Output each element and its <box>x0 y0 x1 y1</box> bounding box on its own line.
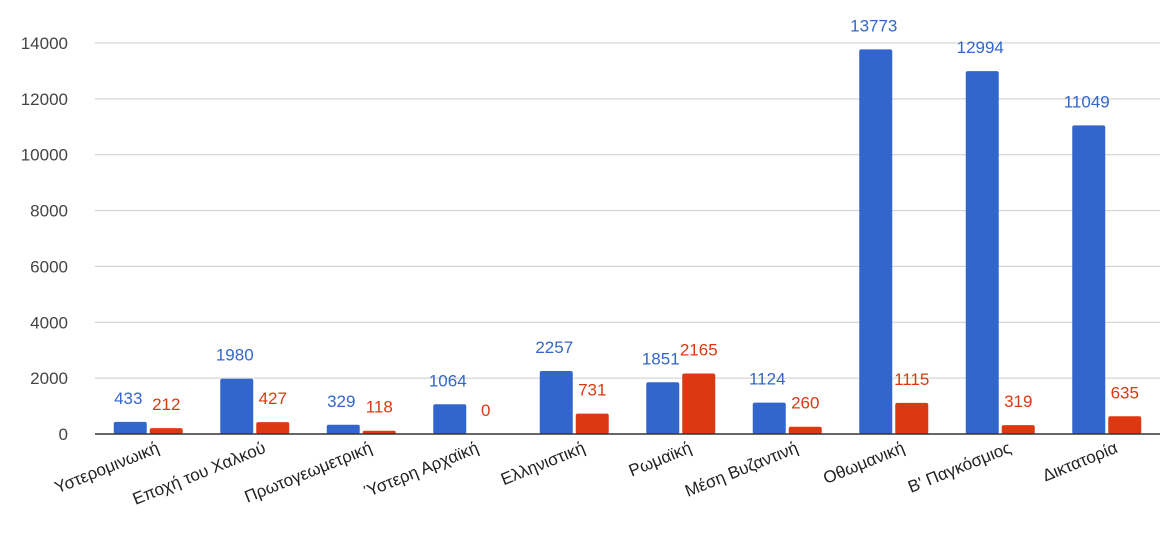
y-tick-label: 0 <box>59 425 68 444</box>
data-label: 0 <box>481 401 490 420</box>
data-label: 427 <box>259 389 287 408</box>
bar-series-1 <box>1072 125 1106 435</box>
category-label: Ελληνιστική <box>498 438 588 489</box>
data-label: 731 <box>578 381 606 400</box>
data-label: 1980 <box>216 346 254 365</box>
category-label: Δικτατορία <box>1040 438 1121 485</box>
category-label: Β' Παγκόσμιος <box>905 438 1014 497</box>
data-label: 212 <box>152 395 180 414</box>
bar-series-2 <box>1001 425 1035 434</box>
category-label: Ύστερη Αρχαϊκή <box>361 438 481 501</box>
data-label: 319 <box>1004 392 1032 411</box>
bar-series-1 <box>752 402 786 434</box>
y-tick-label: 12000 <box>21 90 68 109</box>
bars <box>113 49 1142 435</box>
data-label: 433 <box>114 389 142 408</box>
bar-series-1 <box>326 424 360 434</box>
bar-series-1 <box>433 404 467 434</box>
y-tick-label: 2000 <box>30 369 68 388</box>
bar-series-2 <box>575 413 609 434</box>
data-labels: 433 212 1980 427 329 118 1064 0 2257 731 1851 2165 1… <box>114 16 1139 420</box>
bar-series-2 <box>788 426 822 434</box>
data-label: 12994 <box>957 38 1004 57</box>
data-label: 1851 <box>642 349 680 368</box>
y-tick-label: 8000 <box>30 202 68 221</box>
bar-series-1 <box>220 378 254 434</box>
data-label: 13773 <box>850 16 897 35</box>
data-label: 1064 <box>429 371 467 390</box>
bar-series-1 <box>646 382 680 434</box>
bar-series-1 <box>859 49 893 435</box>
y-tick-label: 4000 <box>30 313 68 332</box>
y-tick-label: 14000 <box>21 34 68 53</box>
data-label: 2165 <box>680 341 718 360</box>
data-label: 635 <box>1111 383 1139 402</box>
category-label: Ρωμαϊκή <box>626 438 694 480</box>
data-label: 2257 <box>535 338 573 357</box>
data-label: 1124 <box>749 370 786 389</box>
bar-series-1 <box>539 370 573 434</box>
bar-series-1 <box>965 71 999 435</box>
bar-series-2 <box>895 402 929 434</box>
data-label: 260 <box>791 394 819 413</box>
y-tick-label: 6000 <box>30 257 68 276</box>
y-axis-ticks: 0 2000 4000 6000 8000 10000 12000 14000 <box>21 34 68 444</box>
bar-series-2 <box>1108 416 1142 434</box>
gridlines <box>95 42 1160 379</box>
category-label: Οθωμανική <box>821 438 908 488</box>
y-tick-label: 10000 <box>21 146 68 165</box>
bar-series-2 <box>149 428 183 434</box>
bar-series-2 <box>682 373 716 434</box>
data-label: 1115 <box>894 370 929 389</box>
bar-series-2 <box>362 430 396 434</box>
category-label: Μέση Βυζαντινή <box>682 438 801 501</box>
data-label: 329 <box>327 392 355 411</box>
bar-series-2 <box>256 422 290 434</box>
data-label: 11049 <box>1064 92 1110 111</box>
bar-series-1 <box>113 421 147 434</box>
data-label: 118 <box>366 398 393 417</box>
